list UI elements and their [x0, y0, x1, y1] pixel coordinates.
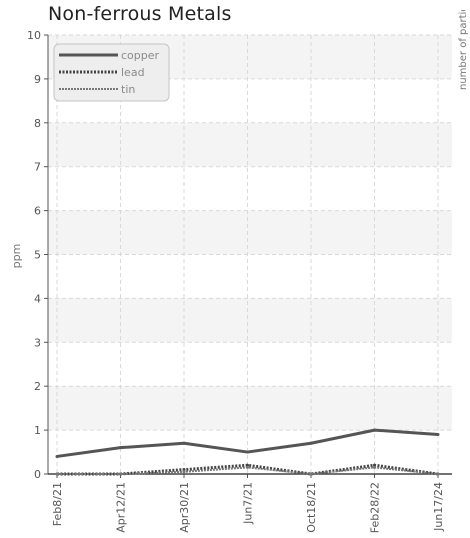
- legend: copper lead tin: [53, 43, 170, 102]
- data-point-copper: [436, 432, 440, 436]
- y-tick-label: 7: [34, 161, 41, 174]
- y-tick-label: 2: [34, 380, 41, 393]
- y-tick-label: 10: [27, 29, 41, 42]
- x-tick-label: Feb28/22: [369, 482, 382, 533]
- data-point-lead: [373, 463, 376, 467]
- y-tick-label: 5: [34, 249, 41, 262]
- series-lines: [55, 428, 440, 476]
- plot-band: [48, 386, 452, 431]
- data-point-tin: [309, 472, 313, 476]
- x-tick-label: Apr12/21: [115, 482, 128, 533]
- tick-labels: 0 1 2 3 4 5 6 7 8 9 10 Feb8/21 Apr12/21 Apr30/21 Jun7/…: [27, 29, 445, 533]
- plot-band: [48, 210, 452, 255]
- data-point-copper: [373, 428, 376, 432]
- grid-lines: [48, 34, 452, 474]
- data-point-tin: [373, 465, 376, 469]
- y-tick-label: 8: [34, 117, 41, 130]
- x-tick-label: Oct18/21: [305, 482, 318, 533]
- data-point-tin: [182, 470, 186, 474]
- y-tick-label: 9: [34, 73, 41, 86]
- legend-label-copper: copper: [121, 49, 160, 62]
- data-point-copper: [182, 441, 186, 445]
- plot-band: [48, 298, 452, 343]
- data-point-lead: [182, 468, 186, 472]
- data-point-tin: [246, 465, 249, 469]
- data-point-tin: [55, 472, 59, 476]
- x-tick-label: Apr30/21: [178, 482, 191, 533]
- x-tick-label: Feb8/21: [51, 482, 64, 526]
- y-tick-label: 4: [34, 292, 41, 305]
- data-point-lead: [246, 463, 249, 467]
- y-axis-label: ppm: [10, 244, 23, 269]
- y-tick-label: 6: [34, 205, 41, 218]
- data-point-copper: [55, 454, 59, 458]
- data-point-copper: [309, 441, 313, 445]
- plot-bands: [48, 35, 452, 431]
- y-tick-label: 0: [34, 468, 41, 481]
- legend-label-lead: lead: [121, 66, 145, 79]
- plot-band: [48, 122, 452, 167]
- data-point-copper: [246, 450, 249, 454]
- x-tick-label: Jun17/24: [432, 482, 445, 532]
- x-tick-label: Jun7/21: [242, 482, 255, 525]
- y-tick-label: 1: [34, 424, 41, 437]
- legend-label-tin: tin: [121, 83, 135, 96]
- data-point-tin: [436, 472, 440, 476]
- y-tick-label: 3: [34, 336, 41, 349]
- data-point-copper: [119, 446, 122, 450]
- chart-title: Non-ferrous Metals: [48, 3, 232, 25]
- data-point-tin: [119, 472, 122, 476]
